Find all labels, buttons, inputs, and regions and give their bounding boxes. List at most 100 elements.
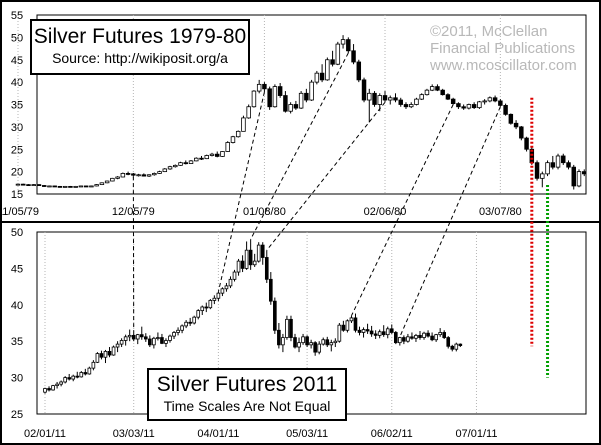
y-tick-label: 30 [11, 122, 23, 134]
candle-body [534, 162, 540, 179]
y-tick-label: 35 [11, 100, 23, 112]
candle-body [408, 104, 414, 108]
candle-body [94, 184, 99, 187]
x-tick-label: 03/07/80 [479, 206, 522, 218]
candle-body [450, 98, 456, 105]
candle-body [152, 173, 157, 176]
plot-frame [36, 14, 587, 195]
candle-body [571, 166, 576, 187]
bottom-chart-title-box: Silver Futures 2011 Time Scales Are Not … [147, 368, 347, 421]
candle-body [236, 260, 241, 273]
candle-body [438, 332, 442, 336]
candle-body [345, 320, 350, 331]
candle-body [293, 337, 297, 348]
candle-body [418, 334, 422, 338]
candle-body [545, 162, 550, 175]
candle-body [456, 103, 461, 108]
y-tick-label: 15 [11, 189, 23, 201]
candle-body [83, 372, 88, 375]
credit-line-company: Financial Publications [430, 40, 576, 57]
candle-body [248, 249, 253, 266]
candle-body [214, 153, 220, 157]
candle-body [141, 174, 147, 177]
candle-body [115, 176, 120, 179]
candle-body [319, 72, 325, 81]
y-tick-label: 20 [11, 167, 23, 179]
candle-body [220, 288, 225, 294]
candle-body [356, 61, 362, 81]
candle-body [162, 168, 168, 173]
candle-body [461, 106, 466, 109]
candle-body [204, 306, 209, 309]
candle-body [251, 90, 257, 108]
candle-body [340, 39, 346, 45]
y-tick-label: 35 [11, 336, 23, 348]
candle-body [471, 104, 477, 109]
candle-body [424, 89, 430, 96]
x-tick-label: 01/08/80 [243, 206, 286, 218]
candle-body [351, 50, 356, 63]
candle-body [256, 244, 261, 262]
candle-body [309, 81, 314, 101]
candle-body [325, 339, 330, 346]
candle-body [410, 336, 414, 339]
candle-body [125, 173, 131, 175]
candle-body [152, 337, 156, 346]
candle-body [156, 337, 160, 339]
candle-body [361, 329, 366, 333]
candle-body [419, 94, 424, 100]
candle-body [353, 317, 358, 331]
candle-body [349, 317, 354, 322]
candle-body [555, 155, 561, 168]
x-tick-label: 06/02/11 [371, 428, 413, 440]
y-tick-label: 50 [11, 227, 23, 239]
candle-body [51, 385, 55, 391]
candle-body [414, 334, 418, 339]
credit-block: ©2011, McClellan Financial Publications … [430, 23, 600, 74]
candle-body [194, 157, 199, 162]
candle-body [454, 343, 459, 350]
candle-body [260, 244, 265, 258]
candle-body [576, 171, 582, 187]
candle-body [111, 346, 116, 356]
candle-body [31, 184, 36, 187]
candle-body [204, 155, 209, 160]
candle-body [55, 383, 59, 387]
candle-body [52, 185, 57, 188]
candle-body [68, 185, 73, 188]
candle-body [107, 350, 112, 356]
candle-body [199, 157, 204, 160]
candle-body [442, 332, 447, 338]
candle-body [434, 334, 438, 341]
candle-body [127, 334, 132, 338]
x-tick-label: 02/01/11 [24, 428, 66, 440]
candle-body [482, 100, 487, 103]
candle-body [200, 306, 205, 312]
candle-body [313, 342, 317, 353]
candle-body [566, 162, 571, 168]
candle-body [73, 185, 78, 188]
y-tick-label: 45 [11, 263, 23, 275]
candle-body [333, 340, 338, 344]
candle-body [377, 95, 383, 105]
candle-body [385, 328, 390, 336]
candle-body [262, 83, 267, 90]
candle-body [369, 330, 374, 335]
x-tick-label: 07/01/11 [455, 428, 497, 440]
candle-body [388, 97, 393, 101]
candle-body [365, 329, 370, 332]
candle-body [330, 59, 335, 65]
candle-body [173, 164, 178, 168]
candle-body [157, 171, 162, 174]
candle-body [212, 297, 217, 301]
x-tick-label: 05/03/11 [286, 428, 328, 440]
candle-body [446, 337, 451, 347]
bottom-chart-title: Silver Futures 2011 [156, 373, 338, 396]
candle-body [71, 375, 76, 380]
candle-body [83, 185, 89, 188]
candle-body [224, 285, 229, 290]
candle-body [104, 180, 110, 184]
x-tick-label: 04/01/11 [197, 428, 239, 440]
candle-body [477, 101, 482, 109]
candle-body [398, 99, 403, 105]
